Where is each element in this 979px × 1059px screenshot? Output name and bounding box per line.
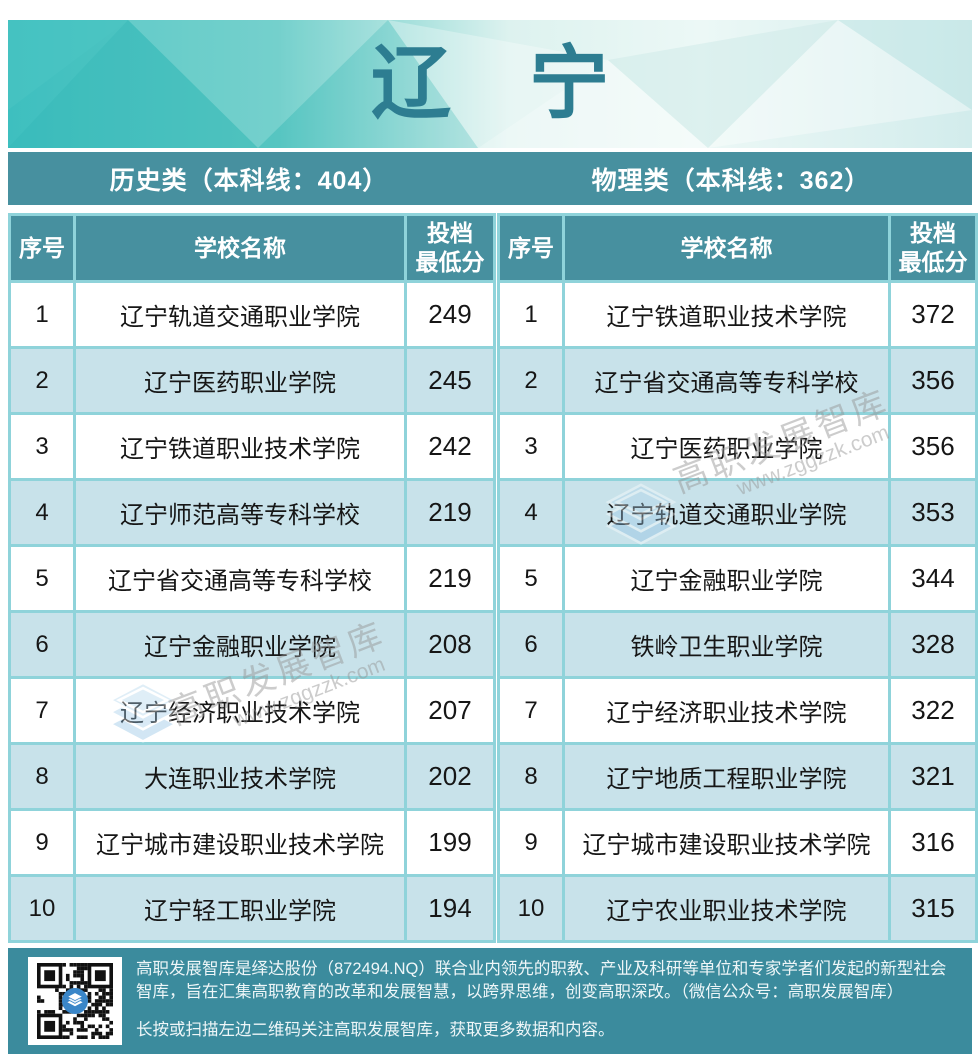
row-school: 辽宁省交通高等专科学校 <box>76 547 404 610</box>
row-num: 9 <box>500 811 562 874</box>
row-score: 372 <box>891 283 975 346</box>
footer-description: 高职发展智库是绎达股份（872494.NQ）联合业内领先的职教、产业及科研等单位… <box>136 960 947 1002</box>
row-score: 208 <box>407 613 493 676</box>
row-score: 322 <box>891 679 975 742</box>
row-school: 辽宁铁道职业技术学院 <box>565 283 888 346</box>
row-score: 356 <box>891 349 975 412</box>
physics-score-table: 序号 学校名称 投档 最低分 1 辽宁铁道职业技术学院 372 2 辽宁省交通高等专科学… <box>497 213 978 943</box>
row-school: 辽宁农业职业技术学院 <box>565 877 888 940</box>
col-header-school: 学校名称 <box>565 216 888 280</box>
col-header-score-line2: 最低分 <box>898 249 968 275</box>
row-school: 辽宁省交通高等专科学校 <box>565 349 888 412</box>
row-school: 辽宁轻工职业学院 <box>76 877 404 940</box>
row-num: 4 <box>11 481 73 544</box>
row-school: 铁岭卫生职业学院 <box>565 613 888 676</box>
row-score: 328 <box>891 613 975 676</box>
hero-banner: 辽 宁 <box>8 20 972 148</box>
row-school: 辽宁铁道职业技术学院 <box>76 415 404 478</box>
row-score: 344 <box>891 547 975 610</box>
row-school: 辽宁师范高等专科学校 <box>76 481 404 544</box>
col-header-score: 投档 最低分 <box>407 216 493 280</box>
col-header-score: 投档 最低分 <box>891 216 975 280</box>
row-score: 356 <box>891 415 975 478</box>
col-header-score-line2: 最低分 <box>415 249 485 275</box>
page-title: 辽 宁 <box>370 39 638 128</box>
row-score: 353 <box>891 481 975 544</box>
row-num: 7 <box>11 679 73 742</box>
footer: 高职发展智库是绎达股份（872494.NQ）联合业内领先的职教、产业及科研等单位… <box>8 948 972 1054</box>
row-school: 辽宁城市建设职业技术学院 <box>565 811 888 874</box>
col-header-school: 学校名称 <box>76 216 404 280</box>
footer-cta: 长按或扫描左边二维码关注高职发展智库，获取更多数据和内容。 <box>136 1020 615 1039</box>
row-num: 7 <box>500 679 562 742</box>
row-num: 10 <box>500 877 562 940</box>
qr-code <box>28 957 122 1045</box>
row-score: 202 <box>407 745 493 808</box>
row-score: 219 <box>407 547 493 610</box>
row-num: 5 <box>500 547 562 610</box>
row-score: 194 <box>407 877 493 940</box>
row-school: 辽宁地质工程职业学院 <box>565 745 888 808</box>
row-school: 辽宁金融职业学院 <box>76 613 404 676</box>
category-band: 历史类（本科线：404） 物理类（本科线：362） <box>8 152 972 205</box>
row-school: 辽宁城市建设职业技术学院 <box>76 811 404 874</box>
col-header-score-line1: 投档 <box>427 220 473 247</box>
row-school: 辽宁轨道交通职业学院 <box>76 283 404 346</box>
row-score: 245 <box>407 349 493 412</box>
row-school: 辽宁金融职业学院 <box>565 547 888 610</box>
row-num: 9 <box>11 811 73 874</box>
row-score: 219 <box>407 481 493 544</box>
col-header-num: 序号 <box>11 216 73 280</box>
row-num: 2 <box>11 349 73 412</box>
row-school: 辽宁经济职业技术学院 <box>565 679 888 742</box>
row-num: 1 <box>500 283 562 346</box>
row-num: 8 <box>11 745 73 808</box>
row-score: 207 <box>407 679 493 742</box>
category-physics-label: 物理类（本科线：362） <box>591 166 871 195</box>
row-school: 辽宁经济职业技术学院 <box>76 679 404 742</box>
row-num: 3 <box>11 415 73 478</box>
qr-center-logo-icon <box>62 988 88 1014</box>
row-school: 大连职业技术学院 <box>76 745 404 808</box>
row-num: 2 <box>500 349 562 412</box>
row-num: 5 <box>11 547 73 610</box>
row-num: 1 <box>11 283 73 346</box>
row-num: 6 <box>11 613 73 676</box>
row-score: 242 <box>407 415 493 478</box>
footer-text: 高职发展智库是绎达股份（872494.NQ）联合业内领先的职教、产业及科研等单位… <box>122 948 972 1042</box>
row-school: 辽宁医药职业学院 <box>76 349 404 412</box>
col-header-num: 序号 <box>500 216 562 280</box>
history-score-table: 序号 学校名称 投档 最低分 1 辽宁轨道交通职业学院 249 2 辽宁医药职业学院 24… <box>8 213 496 943</box>
row-school: 辽宁医药职业学院 <box>565 415 888 478</box>
row-num: 3 <box>500 415 562 478</box>
row-score: 315 <box>891 877 975 940</box>
row-num: 10 <box>11 877 73 940</box>
row-num: 4 <box>500 481 562 544</box>
col-header-score-line1: 投档 <box>910 220 956 247</box>
low-poly-background <box>8 20 972 148</box>
row-num: 8 <box>500 745 562 808</box>
row-score: 249 <box>407 283 493 346</box>
row-score: 199 <box>407 811 493 874</box>
category-history-label: 历史类（本科线：404） <box>109 166 389 195</box>
row-num: 6 <box>500 613 562 676</box>
row-score: 316 <box>891 811 975 874</box>
row-score: 321 <box>891 745 975 808</box>
row-school: 辽宁轨道交通职业学院 <box>565 481 888 544</box>
